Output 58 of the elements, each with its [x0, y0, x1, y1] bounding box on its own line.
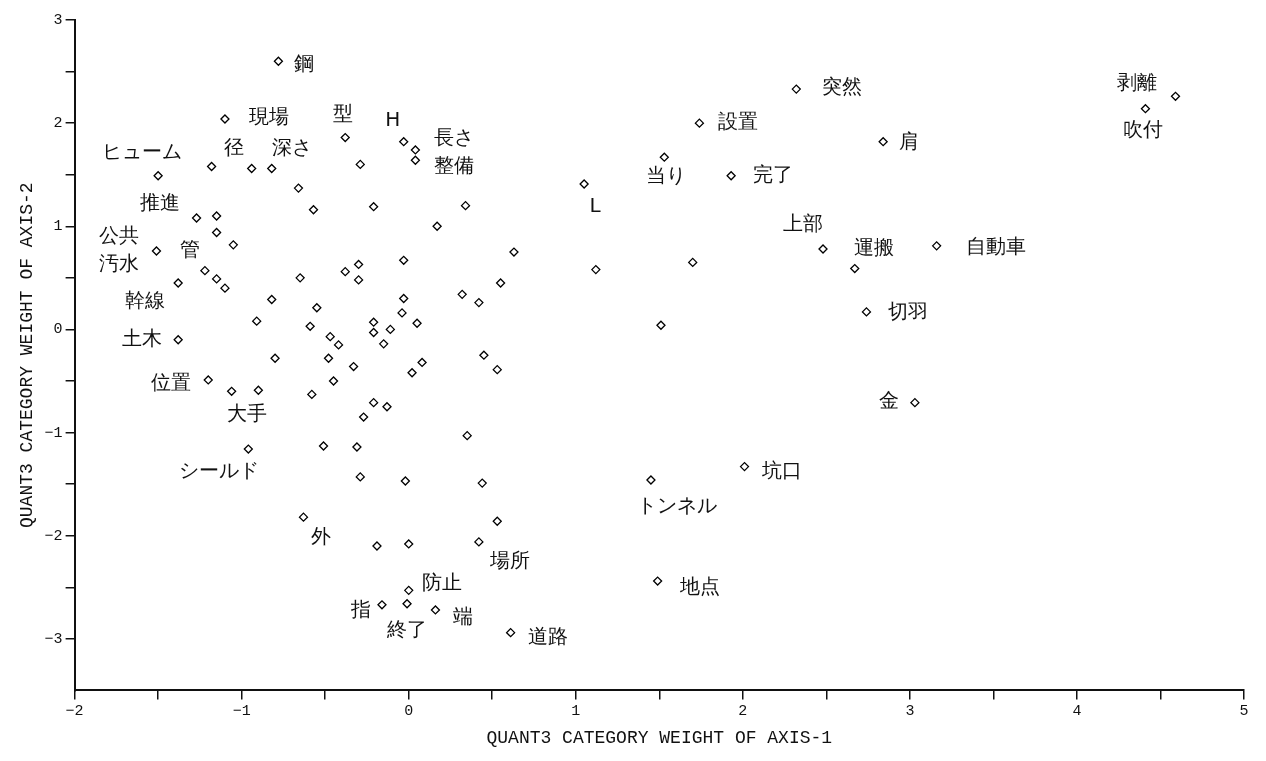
x-tick-label: −1	[232, 703, 251, 721]
annotation: 当り	[646, 163, 687, 188]
x-tick-label: 3	[905, 703, 915, 721]
annotation: 鋼	[294, 51, 315, 76]
annotation: 管	[179, 236, 200, 261]
annotation: 公共	[99, 223, 140, 248]
annotation: 深さ	[271, 134, 312, 159]
y-tick-label: −1	[44, 424, 63, 442]
annotation: トンネル	[636, 493, 717, 518]
annotation: 推進	[139, 190, 180, 215]
annotation: 指	[349, 597, 371, 621]
annotation: 肩	[899, 128, 920, 153]
annotation: 完了	[753, 161, 794, 186]
y-tick-label: 3	[53, 11, 63, 29]
x-tick-label: −2	[65, 703, 84, 721]
annotation: 場所	[488, 548, 530, 573]
annotation: 金	[878, 387, 899, 412]
annotation: 地点	[678, 574, 720, 599]
annotation: シールド	[179, 458, 260, 483]
y-axis-title: QUANT3 CATEGORY WEIGHT OF AXIS-2	[16, 182, 37, 529]
annotation: 自動車	[965, 234, 1026, 259]
annotation: 防止	[421, 569, 462, 594]
annotation: 汚水	[99, 251, 140, 276]
annotation: 吹付	[1123, 116, 1164, 141]
x-tick-label: 0	[404, 703, 414, 721]
annotation: 位置	[151, 370, 192, 395]
annotation: 運搬	[854, 235, 895, 260]
y-tick-label: −3	[44, 630, 63, 648]
x-tick-label: 5	[1239, 703, 1249, 721]
annotation: 剥離	[1116, 69, 1157, 94]
x-axis-title: QUANT3 CATEGORY WEIGHT OF AXIS-1	[486, 727, 833, 748]
y-tick-label: 2	[53, 115, 63, 133]
annotation: 端	[453, 604, 474, 629]
annotation: H	[385, 106, 401, 131]
annotation: 外	[311, 524, 332, 549]
annotation: 幹線	[125, 288, 166, 313]
annotation: 道路	[527, 623, 568, 648]
annotation: 大手	[226, 400, 267, 425]
y-tick-label: 0	[53, 321, 63, 339]
annotation: 現場	[248, 104, 289, 129]
annotation: ヒューム	[101, 138, 182, 163]
annotation: 上部	[783, 211, 824, 236]
x-tick-label: 2	[738, 703, 748, 721]
y-tick-label: 1	[53, 218, 63, 236]
x-tick-label: 4	[1072, 703, 1082, 721]
annotation: 突然	[822, 74, 863, 99]
annotation: 長さ	[434, 125, 475, 150]
annotation: 整備	[434, 153, 475, 178]
annotation: 設置	[718, 109, 759, 134]
annotation: 型	[333, 100, 354, 125]
y-tick-label: −2	[44, 527, 63, 545]
x-tick-label: 1	[571, 703, 581, 721]
annotation: 切羽	[888, 299, 929, 324]
annotation: L	[589, 193, 602, 218]
annotation: 坑口	[760, 457, 802, 482]
annotation: 土木	[122, 325, 163, 350]
annotation: 径	[223, 134, 244, 159]
annotation: 終了	[386, 616, 428, 641]
